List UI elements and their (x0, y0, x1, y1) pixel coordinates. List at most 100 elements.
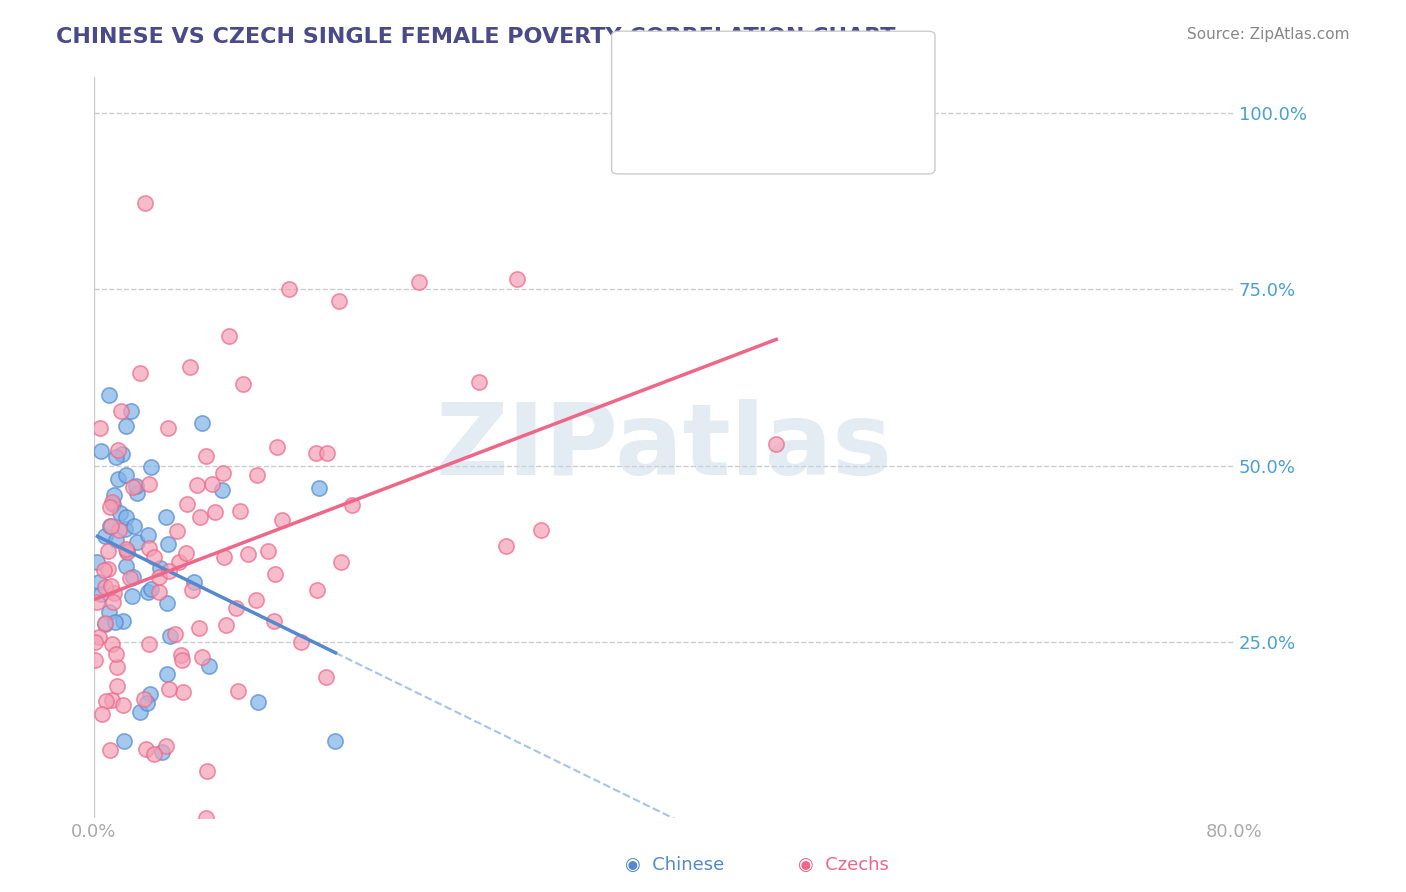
Point (495, 539, 517, 553)
Point (127, 535, 149, 549)
Point (100, 743, 122, 757)
Point (108, 523, 131, 537)
Point (141, 459, 163, 474)
Point (188, 510, 211, 524)
Point (93, 580, 115, 594)
Text: R = -0.244    N = 53: R = -0.244 N = 53 (668, 71, 868, 89)
Point (86, 555, 108, 569)
Point (114, 522, 136, 536)
Point (97, 606, 120, 620)
Point (408, 276, 430, 290)
Point (225, 601, 247, 615)
Point (218, 329, 240, 343)
Point (340, 498, 363, 512)
Point (97, 544, 120, 558)
Point (101, 498, 124, 512)
Point (93, 563, 115, 577)
Point (316, 445, 339, 459)
Point (211, 483, 233, 497)
Point (122, 518, 145, 533)
Point (148, 570, 170, 584)
Point (315, 670, 337, 684)
Point (127, 486, 149, 500)
Text: ◉  Czechs: ◉ Czechs (799, 856, 889, 874)
Point (98, 500, 121, 514)
Point (166, 524, 188, 538)
Text: CHINESE VS CZECH SINGLE FEMALE POVERTY CORRELATION CHART: CHINESE VS CZECH SINGLE FEMALE POVERTY C… (56, 27, 896, 46)
Point (86, 595, 108, 609)
Text: ZIPatlas: ZIPatlas (436, 400, 893, 497)
Point (114, 541, 136, 556)
Point (114, 734, 136, 748)
Point (191, 650, 214, 665)
Point (212, 466, 235, 480)
Point (170, 648, 193, 662)
Point (325, 733, 347, 747)
Point (139, 582, 162, 597)
Point (90, 707, 112, 722)
Point (226, 684, 249, 698)
Point (305, 582, 328, 597)
Point (156, 596, 179, 610)
Point (121, 480, 143, 494)
Point (94, 616, 117, 631)
Point (110, 404, 132, 418)
Point (103, 488, 125, 502)
Point (186, 477, 208, 491)
Point (89, 575, 111, 590)
Text: R =  0.264    N = 97: R = 0.264 N = 97 (668, 112, 868, 129)
Point (290, 635, 312, 649)
Point (132, 692, 155, 706)
Point (155, 510, 177, 524)
Point (115, 559, 138, 574)
Point (142, 549, 165, 564)
Point (271, 513, 294, 527)
Point (103, 586, 125, 600)
Point (87, 630, 110, 644)
Point (121, 570, 143, 584)
Point (245, 593, 267, 607)
Point (765, 437, 787, 451)
Point (136, 585, 159, 599)
Point (83, 653, 105, 667)
Point (308, 481, 330, 495)
Point (135, 742, 157, 756)
Point (97, 562, 120, 576)
Point (94, 616, 117, 631)
Point (115, 545, 138, 559)
Point (114, 510, 136, 524)
Point (204, 505, 226, 519)
Point (264, 566, 287, 581)
Point (257, 544, 280, 558)
Point (215, 618, 238, 632)
Text: ◉  Chinese: ◉ Chinese (626, 856, 724, 874)
Point (138, 476, 160, 491)
Point (128, 705, 150, 719)
Point (111, 698, 134, 712)
Point (197, 659, 219, 673)
Point (120, 571, 142, 585)
Point (468, 375, 491, 389)
Point (170, 653, 193, 667)
Point (157, 564, 180, 578)
Point (100, 519, 122, 533)
Point (157, 421, 180, 435)
Point (111, 447, 134, 461)
Text: Source: ZipAtlas.com: Source: ZipAtlas.com (1187, 27, 1350, 42)
Point (191, 416, 214, 430)
Point (201, 476, 224, 491)
Point (176, 497, 198, 511)
Point (159, 629, 181, 643)
Point (277, 282, 299, 296)
Point (125, 479, 148, 493)
Point (128, 366, 150, 380)
Point (266, 440, 288, 454)
Point (84, 635, 107, 649)
Point (157, 537, 180, 551)
Point (142, 747, 165, 761)
Point (505, 272, 527, 286)
Point (94, 529, 117, 543)
Point (212, 550, 235, 565)
Point (108, 506, 131, 520)
Point (135, 696, 157, 710)
